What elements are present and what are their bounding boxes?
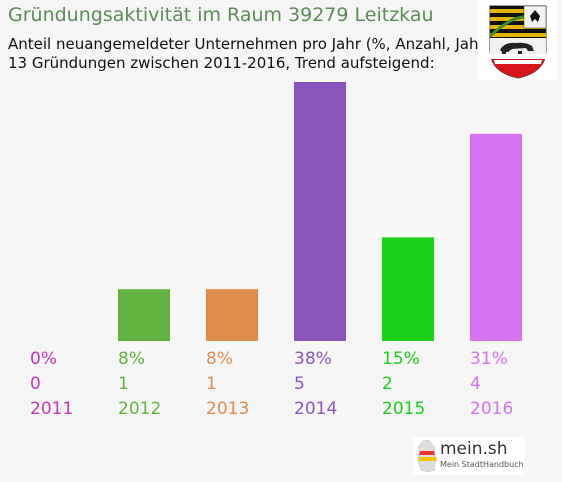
germany-map-icon: [416, 439, 438, 473]
mein-sh-logo[interactable]: mein.sh Mein StadtHandbuch: [413, 437, 525, 475]
coat-of-arms-icon: [478, 0, 558, 80]
percent-label-2016: 31%: [470, 349, 508, 369]
subtitle-line-1: Anteil neuangemeldeter Unternehmen pro J…: [8, 35, 491, 53]
percent-label-2011: 0%: [30, 349, 57, 369]
count-label-2015: 2: [382, 374, 393, 394]
percent-label-2012: 8%: [118, 349, 145, 369]
logo-name: mein.sh: [440, 439, 508, 459]
year-label-2012: 2012: [118, 399, 161, 419]
year-label-2016: 2016: [470, 399, 513, 419]
crest-shield-svg: [489, 5, 547, 79]
year-label-2015: 2015: [382, 399, 425, 419]
chart-title: Gründungsaktivität im Raum 39279 Leitzka…: [8, 4, 434, 26]
percent-label-2015: 15%: [382, 349, 420, 369]
count-label-2013: 1: [206, 374, 217, 394]
bar-2016: [470, 133, 522, 341]
year-label-2011: 2011: [30, 399, 73, 419]
count-label-2012: 1: [118, 374, 129, 394]
count-label-2016: 4: [470, 374, 481, 394]
percent-label-2013: 8%: [206, 349, 233, 369]
logo-tagline: Mein StadtHandbuch: [440, 460, 524, 469]
count-label-2014: 5: [294, 374, 305, 394]
percent-label-2014: 38%: [294, 349, 332, 369]
bar-2014: [294, 82, 346, 341]
bar-2013: [206, 289, 258, 341]
year-label-2013: 2013: [206, 399, 249, 419]
count-label-2011: 0: [30, 374, 41, 394]
year-label-2014: 2014: [294, 399, 337, 419]
chart-subtitle: Anteil neuangemeldeter Unternehmen pro J…: [8, 35, 491, 73]
bar-2012: [118, 289, 170, 341]
subtitle-line-2: 13 Gründungen zwischen 2011-2016, Trend …: [8, 54, 435, 72]
bar-2015: [382, 237, 434, 341]
